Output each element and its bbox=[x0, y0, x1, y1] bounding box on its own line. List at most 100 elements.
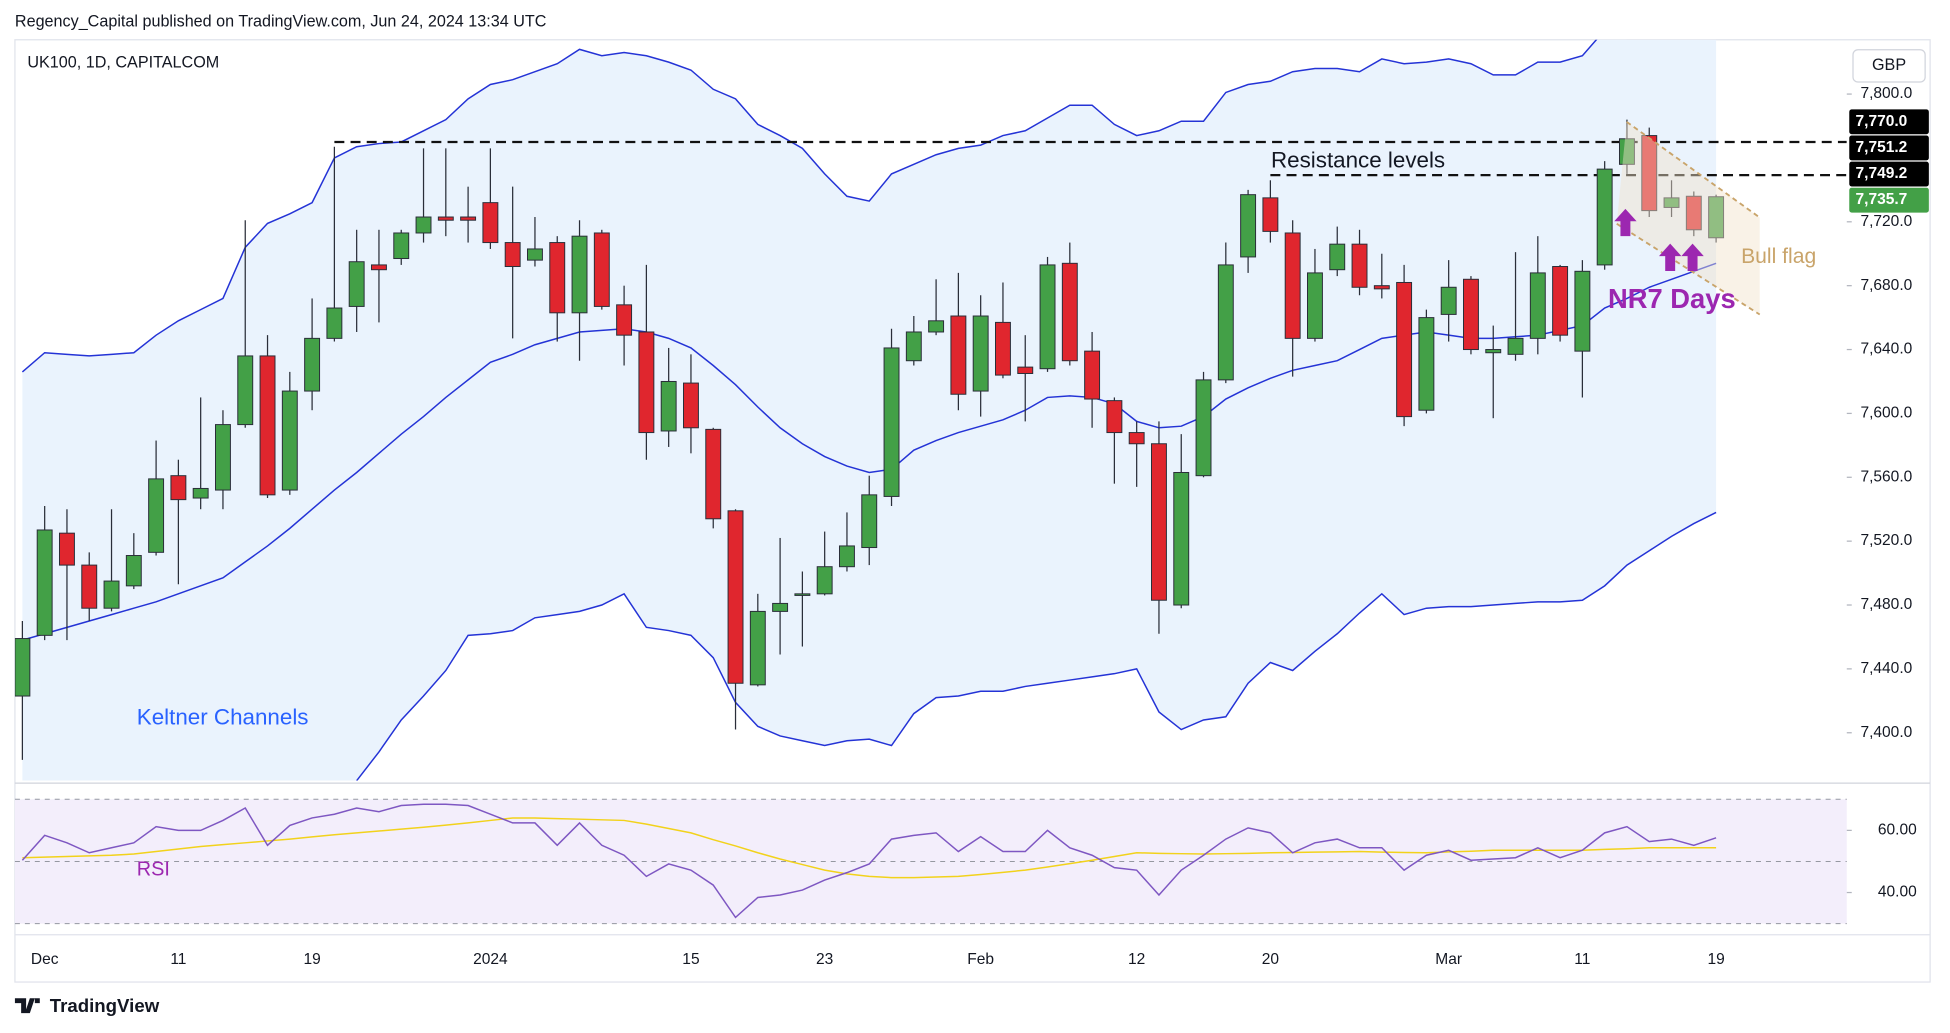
candle-body bbox=[482, 202, 499, 244]
y-tick-label: 7,720.0 bbox=[1860, 213, 1912, 230]
x-tick-label: Mar bbox=[1435, 951, 1462, 968]
candle-body bbox=[192, 487, 209, 499]
candle-body bbox=[1418, 317, 1435, 411]
candle-body bbox=[58, 532, 75, 566]
y-tick-label: 7,520.0 bbox=[1860, 532, 1912, 549]
price-tag-label: 7,770.0 bbox=[1855, 113, 1907, 130]
rsi-line bbox=[21, 803, 1717, 919]
rsi-ma-line bbox=[22, 817, 1717, 879]
flag-area bbox=[1616, 121, 1760, 315]
candle-body bbox=[905, 331, 922, 362]
candle-body bbox=[883, 347, 900, 497]
candle-body bbox=[437, 216, 454, 221]
flag-upper-line bbox=[1626, 121, 1761, 219]
candle-body bbox=[1306, 272, 1323, 339]
chart-frame bbox=[14, 39, 1931, 983]
candle-body bbox=[348, 261, 365, 307]
main-plot bbox=[14, 39, 1847, 781]
candle-body bbox=[326, 307, 343, 339]
x-tick-label: 19 bbox=[303, 951, 320, 968]
candle-body bbox=[304, 337, 321, 392]
candle-body bbox=[749, 610, 766, 686]
candle-body bbox=[36, 529, 53, 636]
rsi-label: RSI bbox=[137, 858, 170, 880]
candle-body bbox=[370, 264, 387, 271]
y-tick-label: 7,800.0 bbox=[1860, 85, 1912, 102]
x-tick-label: 15 bbox=[682, 951, 699, 968]
candle-body bbox=[1507, 337, 1524, 355]
candle-body bbox=[682, 382, 699, 429]
candle-body bbox=[1574, 270, 1591, 352]
candle-body bbox=[393, 232, 410, 260]
channel-upper bbox=[21, 39, 1598, 373]
candle-body bbox=[994, 321, 1011, 376]
candle-body bbox=[237, 355, 254, 426]
candle-body bbox=[170, 475, 187, 501]
candle-body bbox=[1462, 278, 1479, 351]
candle-body bbox=[660, 380, 677, 432]
nr7-arrows bbox=[1614, 208, 1704, 271]
candle-body bbox=[816, 566, 833, 595]
nr7-annotation: NR7 Days bbox=[1608, 283, 1736, 314]
candle-body bbox=[1217, 264, 1234, 381]
candle-body bbox=[928, 320, 945, 333]
candle-body bbox=[1106, 400, 1123, 434]
y-tick-label: 7,560.0 bbox=[1860, 468, 1912, 485]
price-tag bbox=[1849, 161, 1929, 187]
candle-body bbox=[1061, 262, 1078, 362]
candle-body bbox=[1173, 471, 1190, 606]
logo-mark bbox=[14, 998, 40, 1014]
candle-body bbox=[1685, 195, 1702, 231]
candle-body bbox=[415, 216, 432, 234]
candle-body bbox=[1529, 272, 1546, 339]
price-tag-label: 7,751.2 bbox=[1855, 139, 1907, 156]
candle-body bbox=[81, 564, 98, 609]
tv-logo bbox=[14, 998, 40, 1014]
candle-body bbox=[1262, 197, 1279, 232]
x-tick-label: 2024 bbox=[473, 951, 508, 968]
price-tag-label: 7,749.2 bbox=[1855, 165, 1907, 182]
candle-body bbox=[571, 235, 588, 314]
candle-body bbox=[972, 315, 989, 392]
candle-body bbox=[1195, 379, 1212, 477]
candle-body bbox=[103, 580, 120, 609]
candle-body bbox=[616, 304, 633, 336]
x-tick-label: 19 bbox=[1707, 951, 1724, 968]
y-tick-label: 7,640.0 bbox=[1860, 341, 1912, 358]
candle-body bbox=[549, 242, 566, 314]
y-tick-label: 7,600.0 bbox=[1860, 405, 1912, 422]
candle-body bbox=[950, 315, 967, 395]
x-tick-label: 20 bbox=[1262, 951, 1280, 968]
y-tick-label: 7,400.0 bbox=[1860, 724, 1912, 741]
candle-body bbox=[125, 555, 142, 587]
publish-header: Regency_Capital published on TradingView… bbox=[15, 13, 547, 31]
candle-body bbox=[861, 494, 878, 549]
candle-body bbox=[1351, 243, 1368, 288]
candle-body bbox=[638, 331, 655, 434]
candle-body bbox=[705, 428, 722, 520]
channel-lower bbox=[356, 511, 1717, 781]
candle-body bbox=[794, 593, 811, 596]
candle-body bbox=[1329, 243, 1346, 271]
y-tick-label: 7,440.0 bbox=[1860, 660, 1912, 677]
y-tick-label: 40.00 bbox=[1878, 884, 1917, 901]
price-tag bbox=[1849, 135, 1929, 161]
candle-body bbox=[1084, 350, 1101, 400]
candle-body bbox=[1596, 168, 1613, 266]
candle-body bbox=[1641, 135, 1658, 212]
candle-body bbox=[1708, 196, 1725, 239]
candle-body bbox=[214, 424, 231, 491]
candle-body bbox=[1150, 443, 1167, 601]
candle-body bbox=[504, 242, 521, 268]
candle-body bbox=[838, 545, 855, 568]
x-tick-label: Dec bbox=[31, 951, 59, 968]
x-tick-label: Feb bbox=[967, 951, 994, 968]
candle-body bbox=[1485, 349, 1502, 354]
rsi-plot bbox=[14, 798, 1847, 925]
candle-body bbox=[14, 638, 31, 697]
currency-box[interactable] bbox=[1852, 49, 1926, 83]
x-tick-label: 11 bbox=[1574, 951, 1590, 968]
footer-brand: TradingView bbox=[50, 995, 160, 1016]
candle-body bbox=[1284, 232, 1301, 339]
